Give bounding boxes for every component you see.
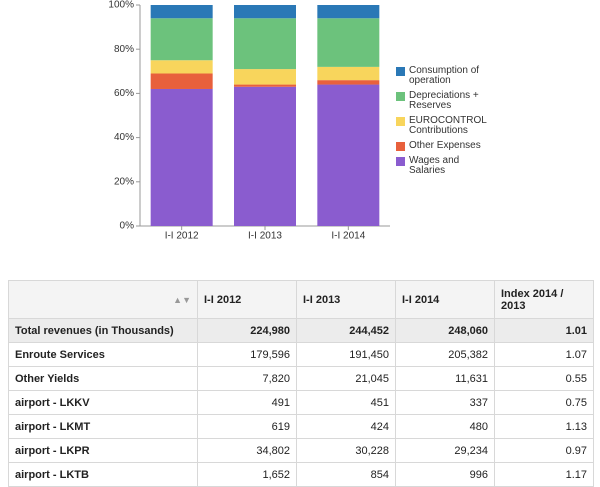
cell: 248,060 bbox=[395, 318, 495, 343]
legend-item: Other Expenses bbox=[396, 141, 496, 151]
y-tick-label: 20% bbox=[114, 176, 134, 187]
bar-segment bbox=[317, 66, 380, 81]
bar-segment bbox=[150, 73, 213, 89]
row-label: Enroute Services bbox=[8, 342, 198, 367]
row-label: Other Yields bbox=[8, 366, 198, 391]
cell: 0.75 bbox=[494, 390, 594, 415]
legend-swatch bbox=[396, 117, 405, 126]
cell: 7,820 bbox=[197, 366, 297, 391]
cell: 480 bbox=[395, 414, 495, 439]
data-table: ▲▼ I-I 2012 I-I 2013 I-I 2014 Index 2014 / … bbox=[8, 280, 594, 487]
cell: 0.55 bbox=[494, 366, 594, 391]
bar-segment bbox=[317, 18, 380, 67]
legend-item: Consumption of operation bbox=[396, 66, 496, 86]
table-row: airport - LKTB 1,652 854 996 1.17 bbox=[8, 462, 594, 487]
sort-icon[interactable]: ▲▼ bbox=[173, 294, 191, 305]
cell: 205,382 bbox=[395, 342, 495, 367]
bar-segment bbox=[234, 18, 296, 70]
cell: 0.97 bbox=[494, 438, 594, 463]
cell: 1,652 bbox=[197, 462, 297, 487]
table-row: Other Yields 7,820 21,045 11,631 0.55 bbox=[8, 366, 594, 391]
legend-swatch bbox=[396, 92, 405, 101]
bar-segment bbox=[150, 5, 213, 19]
legend-swatch bbox=[396, 157, 405, 166]
cell: 1.01 bbox=[494, 318, 594, 343]
bar-segment bbox=[234, 5, 296, 19]
legend-item: Depreciations + Reserves bbox=[396, 91, 496, 111]
legend: Consumption of operation Depreciations + … bbox=[396, 66, 496, 181]
y-tick-label: 40% bbox=[114, 132, 134, 143]
cell: 11,631 bbox=[395, 366, 495, 391]
row-label: airport - LKPR bbox=[8, 438, 198, 463]
row-label: airport - LKKV bbox=[8, 390, 198, 415]
legend-label: Consumption of operation bbox=[409, 65, 480, 86]
row-label: Total revenues (in Thousands) bbox=[8, 318, 198, 343]
cell: 224,980 bbox=[197, 318, 297, 343]
x-tick-label: I-I 2012 bbox=[165, 231, 199, 242]
cell: 1.17 bbox=[494, 462, 594, 487]
legend-item: Wages and Salaries bbox=[396, 156, 496, 176]
bar-segment bbox=[150, 18, 213, 61]
column-header: I-I 2013 bbox=[296, 280, 396, 319]
cell: 619 bbox=[197, 414, 297, 439]
table-row: airport - LKKV 491 451 337 0.75 bbox=[8, 390, 594, 415]
cell: 191,450 bbox=[296, 342, 396, 367]
cell: 29,234 bbox=[395, 438, 495, 463]
chart: 0% 20% 40% 60% 80% 100% I-I 2012 I-I 2013 I-I 20… bbox=[108, 0, 390, 242]
cell: 854 bbox=[296, 462, 396, 487]
cell: 1.07 bbox=[494, 342, 594, 367]
bar-segment bbox=[317, 84, 380, 226]
cell: 30,228 bbox=[296, 438, 396, 463]
cell: 337 bbox=[395, 390, 495, 415]
table-row: Enroute Services 179,596 191,450 205,382 1.0… bbox=[8, 342, 594, 367]
bar-segment bbox=[234, 84, 296, 87]
cell: 21,045 bbox=[296, 366, 396, 391]
row-label: airport - LKTB bbox=[8, 462, 198, 487]
bar-segment bbox=[234, 86, 296, 227]
table-row: Total revenues (in Thousands) 224,980 244,… bbox=[8, 318, 594, 343]
row-label: airport - LKMT bbox=[8, 414, 198, 439]
legend-item: EUROCONTROL Contributions bbox=[396, 116, 496, 136]
legend-swatch bbox=[396, 67, 405, 76]
bar-segment bbox=[317, 80, 380, 85]
column-header: I-I 2012 bbox=[197, 280, 297, 319]
column-header: I-I 2014 bbox=[395, 280, 495, 319]
legend-label: Wages and Salaries bbox=[409, 155, 460, 176]
table-row: airport - LKMT 619 424 480 1.13 bbox=[8, 414, 594, 439]
cell: 491 bbox=[197, 390, 297, 415]
bar-segment bbox=[150, 60, 213, 74]
legend-label: EUROCONTROL Contributions bbox=[409, 115, 487, 136]
sort-header[interactable]: ▲▼ bbox=[8, 280, 198, 319]
table-body: Total revenues (in Thousands) 224,980 244,… bbox=[8, 318, 594, 487]
header-row: ▲▼ I-I 2012 I-I 2013 I-I 2014 Index 2014 / … bbox=[8, 280, 594, 319]
cell: 244,452 bbox=[296, 318, 396, 343]
cell: 451 bbox=[296, 390, 396, 415]
cell: 996 bbox=[395, 462, 495, 487]
cell: 179,596 bbox=[197, 342, 297, 367]
legend-label: Depreciations + Reserves bbox=[409, 90, 479, 111]
y-tick-label: 80% bbox=[114, 44, 134, 55]
legend-label: Other Expenses bbox=[409, 140, 481, 151]
bar-segment bbox=[150, 88, 213, 226]
cell: 34,802 bbox=[197, 438, 297, 463]
bar-segment bbox=[317, 5, 380, 19]
cell: 1.13 bbox=[494, 414, 594, 439]
table-row: airport - LKPR 34,802 30,228 29,234 0.97 bbox=[8, 438, 594, 463]
bar-segment bbox=[234, 69, 296, 85]
x-tick-label: I-I 2013 bbox=[248, 231, 282, 242]
legend-swatch bbox=[396, 142, 405, 151]
y-tick-label: 0% bbox=[120, 221, 135, 232]
column-header: Index 2014 / 2013 bbox=[494, 280, 594, 319]
cell: 424 bbox=[296, 414, 396, 439]
y-tick-label: 100% bbox=[108, 0, 134, 11]
x-tick-label: I-I 2014 bbox=[331, 231, 365, 242]
y-tick-label: 60% bbox=[114, 88, 134, 99]
